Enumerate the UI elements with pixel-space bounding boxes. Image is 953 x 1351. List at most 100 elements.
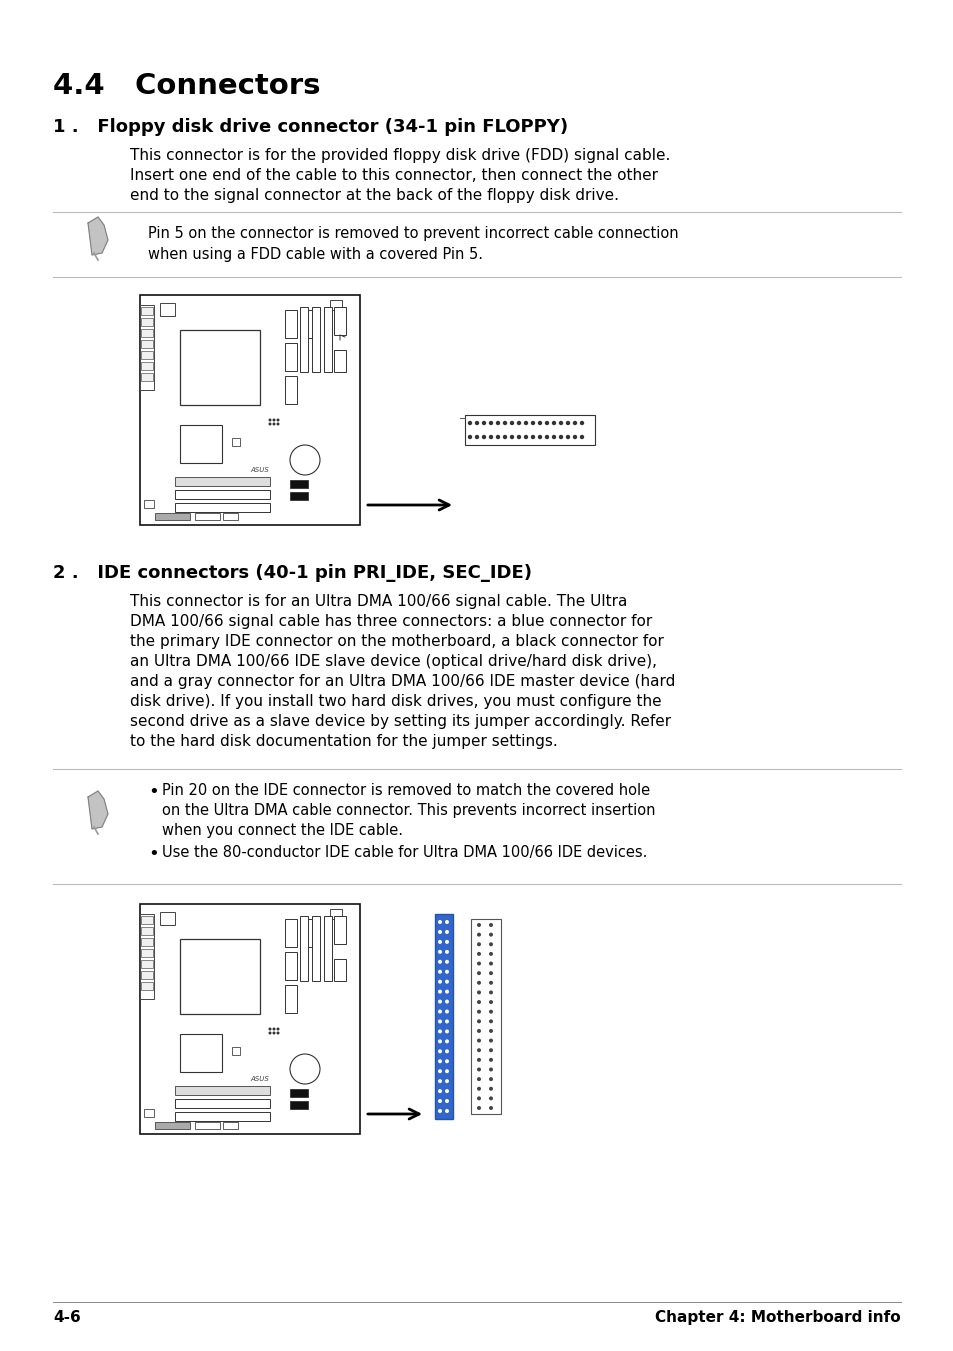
Bar — [141, 373, 152, 381]
Circle shape — [489, 1009, 493, 1013]
Circle shape — [537, 420, 541, 426]
Circle shape — [273, 419, 275, 422]
Text: Pin 5 on the connector is removed to prevent incorrect cable connection: Pin 5 on the connector is removed to pre… — [148, 226, 678, 240]
Circle shape — [475, 435, 478, 439]
Bar — [299, 916, 308, 981]
Text: when using a FDD cable with a covered Pin 5.: when using a FDD cable with a covered Pi… — [148, 247, 482, 262]
Circle shape — [437, 1039, 441, 1043]
Circle shape — [489, 932, 493, 936]
Bar — [140, 295, 359, 526]
Circle shape — [544, 420, 549, 426]
Circle shape — [437, 1059, 441, 1063]
Circle shape — [476, 1009, 480, 1013]
Bar — [285, 985, 296, 1013]
Bar — [141, 340, 152, 349]
Circle shape — [496, 420, 499, 426]
Bar — [285, 919, 296, 947]
Circle shape — [437, 1089, 441, 1093]
Bar — [180, 939, 260, 1015]
Bar — [180, 426, 222, 463]
Text: Insert one end of the cable to this connector, then connect the other: Insert one end of the cable to this conn… — [130, 168, 658, 182]
Bar — [334, 916, 346, 944]
Bar — [464, 415, 595, 444]
Bar — [144, 1109, 153, 1117]
Circle shape — [530, 420, 535, 426]
Circle shape — [509, 435, 514, 439]
Bar — [330, 909, 341, 919]
Circle shape — [444, 1029, 449, 1034]
Circle shape — [444, 1079, 449, 1084]
Bar — [141, 317, 152, 326]
Text: •: • — [148, 784, 158, 801]
Text: •: • — [148, 844, 158, 863]
Text: 4-6: 4-6 — [53, 1310, 81, 1325]
Bar — [141, 961, 152, 969]
Bar — [194, 513, 220, 520]
Circle shape — [488, 435, 493, 439]
Circle shape — [444, 1020, 449, 1024]
Bar — [141, 971, 152, 979]
Text: 4.4   Connectors: 4.4 Connectors — [53, 72, 320, 100]
Circle shape — [437, 1100, 441, 1102]
Text: Pin 20 on the IDE connector is removed to match the covered hole: Pin 20 on the IDE connector is removed t… — [162, 784, 649, 798]
Circle shape — [437, 940, 441, 944]
Circle shape — [437, 990, 441, 993]
Text: second drive as a slave device by setting its jumper accordingly. Refer: second drive as a slave device by settin… — [130, 713, 670, 730]
Bar — [141, 938, 152, 946]
Circle shape — [476, 1000, 480, 1004]
Bar — [299, 307, 308, 372]
Circle shape — [444, 1089, 449, 1093]
Bar — [140, 305, 153, 390]
Circle shape — [476, 1077, 480, 1081]
Circle shape — [523, 420, 528, 426]
Circle shape — [475, 420, 478, 426]
Bar — [330, 300, 341, 309]
Circle shape — [444, 1069, 449, 1073]
Bar — [290, 1089, 308, 1097]
Bar — [174, 477, 270, 486]
Text: 1 .   Floppy disk drive connector (34-1 pin FLOPPY): 1 . Floppy disk drive connector (34-1 pi… — [53, 118, 568, 136]
Bar — [154, 513, 190, 520]
Circle shape — [517, 420, 520, 426]
Bar — [302, 309, 312, 338]
Bar — [141, 307, 152, 315]
Bar — [290, 480, 308, 488]
Circle shape — [276, 419, 279, 422]
Bar — [285, 309, 296, 338]
Circle shape — [572, 420, 577, 426]
Circle shape — [476, 1097, 480, 1100]
Circle shape — [276, 1032, 279, 1035]
Circle shape — [489, 1000, 493, 1004]
Circle shape — [444, 1039, 449, 1043]
Bar — [141, 362, 152, 370]
Circle shape — [437, 1050, 441, 1054]
Bar — [141, 351, 152, 359]
Circle shape — [489, 1067, 493, 1071]
Bar — [290, 1101, 308, 1109]
Circle shape — [273, 1032, 275, 1035]
Circle shape — [565, 435, 570, 439]
Bar — [334, 307, 346, 335]
Bar — [140, 904, 359, 1133]
Circle shape — [444, 979, 449, 984]
Circle shape — [489, 952, 493, 957]
Bar — [223, 1121, 237, 1129]
Circle shape — [489, 1058, 493, 1062]
Bar — [285, 343, 296, 372]
Bar — [141, 330, 152, 336]
Circle shape — [437, 959, 441, 963]
Circle shape — [476, 1106, 480, 1111]
Bar — [334, 959, 346, 981]
Circle shape — [551, 420, 556, 426]
Text: This connector is for the provided floppy disk drive (FDD) signal cable.: This connector is for the provided flopp… — [130, 149, 670, 163]
Text: Chapter 4: Motherboard info: Chapter 4: Motherboard info — [655, 1310, 900, 1325]
Circle shape — [268, 423, 272, 426]
Circle shape — [268, 419, 272, 422]
Circle shape — [544, 435, 549, 439]
Bar — [140, 915, 153, 998]
Bar — [144, 500, 153, 508]
Circle shape — [489, 1077, 493, 1081]
Circle shape — [273, 1028, 275, 1031]
Circle shape — [437, 1029, 441, 1034]
Circle shape — [444, 1109, 449, 1113]
